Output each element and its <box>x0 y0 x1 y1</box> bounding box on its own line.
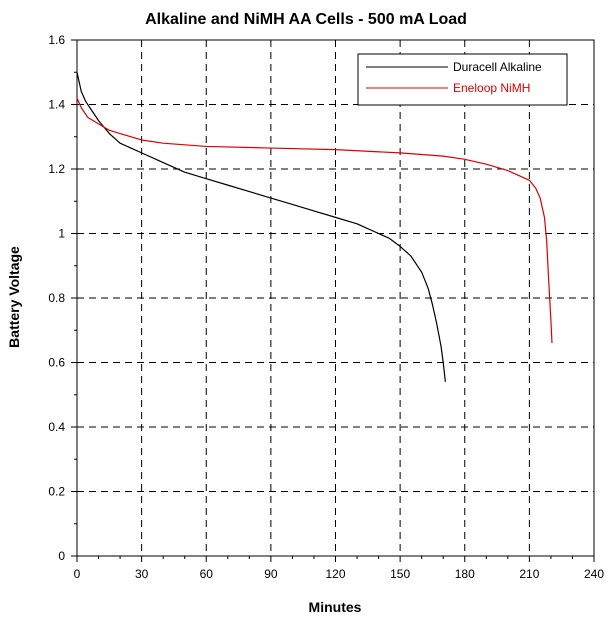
y-tick-label: 1.6 <box>48 33 65 47</box>
y-tick-label: 1.4 <box>48 98 65 112</box>
x-tick-label: 90 <box>264 567 278 581</box>
y-tick-label: 0.6 <box>48 356 65 370</box>
x-tick-label: 180 <box>455 567 475 581</box>
y-tick-label: 0 <box>58 549 65 563</box>
series-line-duracell-alkaline <box>76 72 446 382</box>
y-tick-label: 1.2 <box>48 162 65 176</box>
x-tick-label: 60 <box>200 567 214 581</box>
y-axis-label: Battery Voltage <box>6 246 22 348</box>
legend-label-nimh: Eneloop NiMH <box>453 81 530 95</box>
data-series <box>76 72 553 382</box>
y-tick-label: 1 <box>58 227 65 241</box>
x-tick-label: 0 <box>74 567 81 581</box>
y-tick-label: 0.2 <box>48 485 65 499</box>
axis-ticks: 0 30 60 90 120 150 180 210 240 0 0.2 0.4 0.6 0.8 1 1.2 1… <box>48 33 604 581</box>
x-tick-label: 30 <box>135 567 149 581</box>
x-tick-label: 120 <box>325 567 345 581</box>
x-tick-label: 150 <box>390 567 410 581</box>
x-tick-label: 210 <box>519 567 539 581</box>
chart-title: Alkaline and NiMH AA Cells - 500 mA Load <box>145 11 467 28</box>
grid <box>77 40 594 556</box>
legend: Duracell Alkaline Eneloop NiMH <box>357 53 568 106</box>
x-axis-label: Minutes <box>309 599 362 615</box>
series-line-eneloop-nimh <box>76 97 553 344</box>
legend-label-alkaline: Duracell Alkaline <box>453 60 542 74</box>
x-tick-label: 240 <box>584 567 604 581</box>
legend-box <box>357 53 568 106</box>
y-tick-label: 0.8 <box>48 291 65 305</box>
y-tick-label: 0.4 <box>48 420 65 434</box>
